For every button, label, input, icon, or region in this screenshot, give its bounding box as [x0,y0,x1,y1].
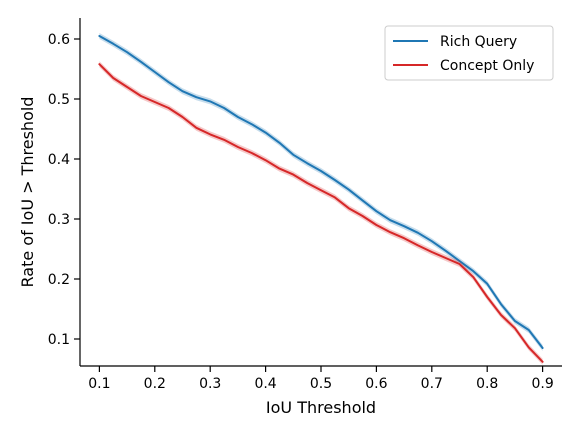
x-tick-label: 0.7 [421,376,443,392]
legend-label-concept-only: Concept Only [440,58,534,74]
legend: Rich Query Concept Only [384,25,554,81]
x-tick-label: 0.2 [144,376,166,392]
y-tick-label: 0.5 [48,92,70,108]
series-line-concept-only [98,63,544,363]
x-tick-label: 0.5 [310,376,332,392]
y-axis-label: Rate of IoU > Threshold [18,97,37,288]
y-axis-ticks: 0.1 0.2 0.3 0.4 0.5 0.6 [48,32,80,348]
series-line-rich-query [98,35,544,349]
y-tick-label: 0.2 [48,272,70,288]
y-tick-label: 0.1 [48,332,70,348]
series-band-concept-only [99,61,543,365]
x-tick-label: 0.4 [254,376,276,392]
x-tick-label: 0.9 [531,376,553,392]
legend-label-rich-query: Rich Query [440,34,517,50]
x-axis-ticks: 0.1 0.2 0.3 0.4 0.5 0.6 0.7 0.8 0.9 [88,366,554,392]
x-axis-label: IoU Threshold [266,398,376,417]
x-tick-label: 0.1 [88,376,110,392]
y-tick-label: 0.3 [48,212,70,228]
y-tick-label: 0.6 [48,32,70,48]
y-tick-label: 0.4 [48,152,70,168]
x-tick-label: 0.6 [365,376,387,392]
x-tick-label: 0.3 [199,376,221,392]
legend-frame [384,25,554,81]
series-layer [98,33,544,365]
x-tick-label: 0.8 [476,376,498,392]
